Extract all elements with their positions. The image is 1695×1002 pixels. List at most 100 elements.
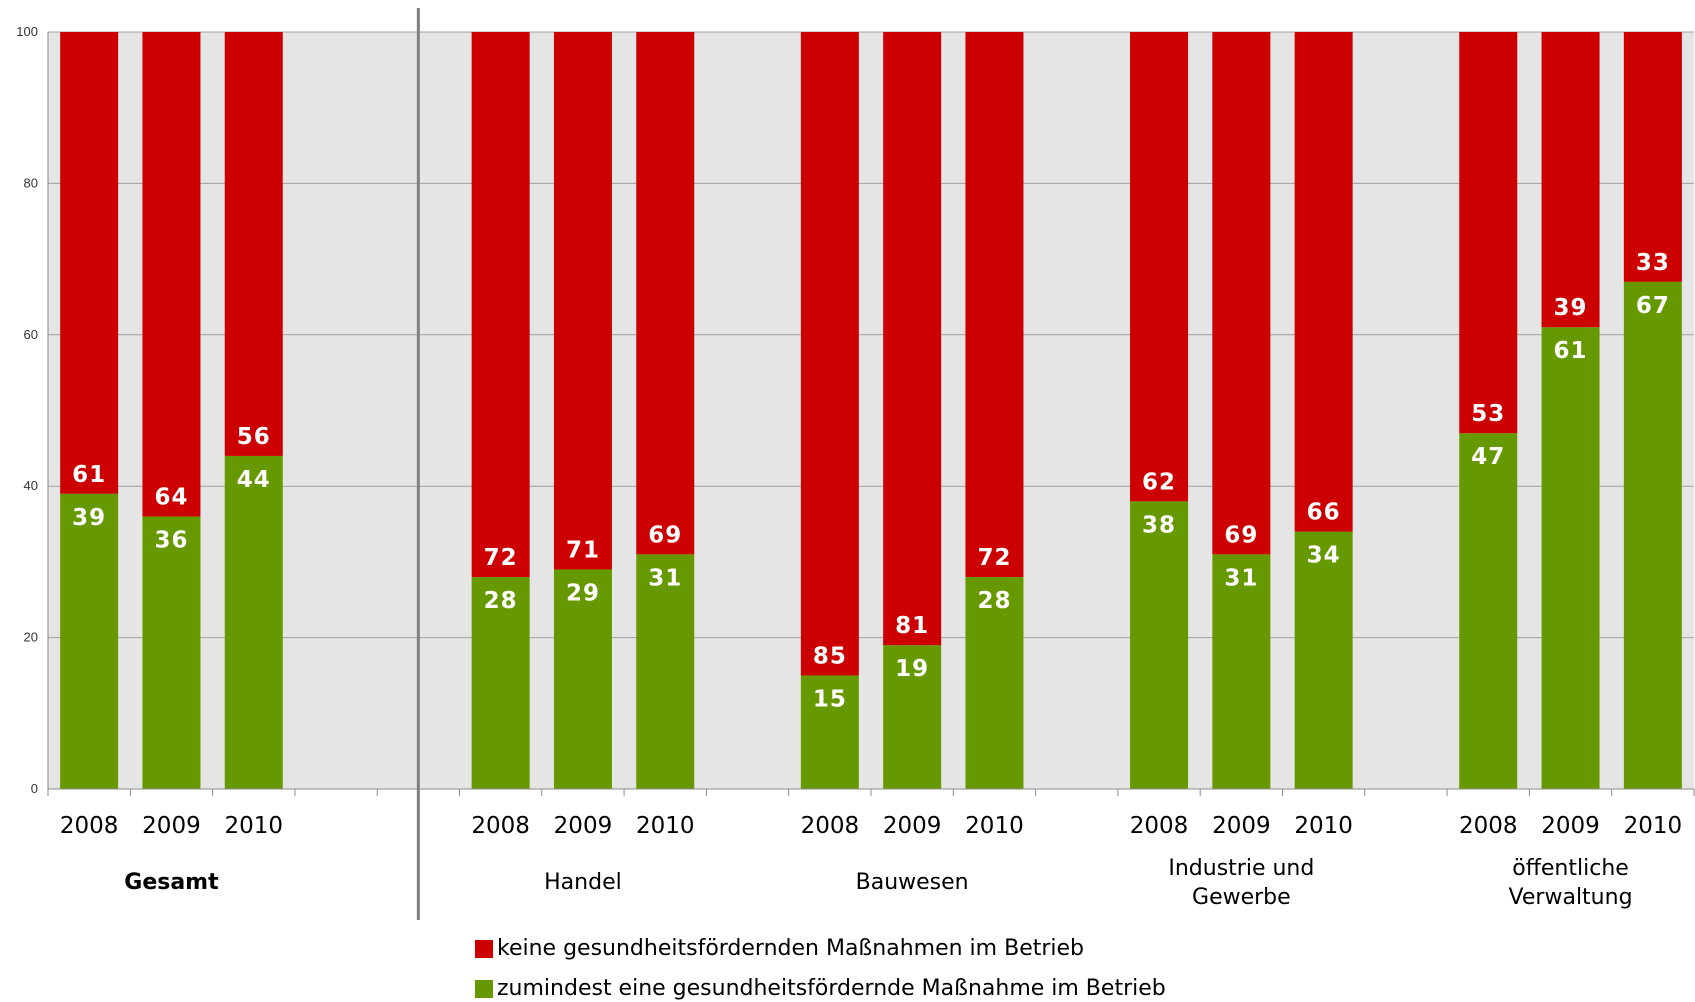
bar-segment-green [636,554,695,789]
value-label-green: 61 [1554,338,1588,364]
bar-segment-red [60,32,119,494]
x-tick-label-year: 2008 [1130,813,1189,839]
bar-segment-red [553,32,612,570]
value-label-red: 69 [1224,522,1258,548]
bar-segment-green [553,569,612,789]
value-labels: 39 61 36 64 44 56 28 72 29 71 31 69 15 85 19 81 28 72 38 62… [72,250,1670,713]
bar-segment-green [883,645,942,789]
y-tick-label: 0 [31,781,38,796]
value-label-green: 38 [1142,512,1176,538]
bar-segment-green [471,577,530,789]
x-tick-label-year: 2008 [60,813,119,839]
y-tick-label: 20 [24,630,38,645]
value-label-green: 47 [1471,444,1505,470]
value-label-red: 72 [484,545,518,571]
value-label-red: 81 [895,613,929,639]
bar-segment-green [965,577,1024,789]
x-tick-label-year: 2009 [554,813,613,839]
x-tick-label-year: 2008 [1459,813,1518,839]
value-label-green: 31 [648,565,682,591]
value-label-green: 36 [154,527,188,553]
group-label: Gesamt [124,870,219,895]
group-label: Bauwesen [856,870,969,895]
y-tick-label: 80 [24,175,38,190]
group-label: Industrie und [1168,856,1314,881]
bar-segment-red [636,32,695,555]
y-tick-label: 40 [24,478,38,493]
y-tick-label: 100 [16,24,38,39]
value-label-red: 33 [1636,250,1670,276]
value-label-green: 28 [977,588,1011,614]
value-label-green: 28 [484,588,518,614]
bar-segment-red [1294,32,1353,532]
bar-segment-green [224,455,283,789]
bar-segment-red [883,32,942,646]
x-tick-label-year: 2010 [1294,813,1353,839]
y-tick-label: 60 [24,327,38,342]
bar-segment-red [224,32,283,456]
legend-label-red: keine gesundheitsfördernden Maßnahmen im… [497,936,1085,961]
group-label: Handel [544,870,622,895]
bar-segment-red [1623,32,1682,282]
bar-segment-green [1459,433,1518,789]
bar-segment-red [471,32,530,578]
value-label-green: 15 [813,686,847,712]
value-label-red: 61 [72,462,106,488]
value-label-green: 31 [1224,565,1258,591]
bar-segment-red [1459,32,1518,434]
value-label-red: 62 [1142,469,1176,495]
x-tick-label-year: 2009 [883,813,942,839]
legend-label-green: zumindest eine gesundheitsfördernde Maßn… [497,976,1166,1001]
value-label-red: 39 [1554,295,1588,321]
axes: 0 20 40 60 80 100 2008 2009 2010 Gesamt 2008 2009 20… [16,8,1695,920]
legend-item-green: zumindest eine gesundheitsfördernde Maßn… [475,976,1166,1001]
bar-segment-green [1130,501,1189,789]
bar-segment-green [800,675,859,789]
value-label-red: 53 [1471,401,1505,427]
bar-segment-green [1623,281,1682,789]
x-tick-label-year: 2010 [1624,813,1683,839]
x-tick-label-year: 2008 [801,813,860,839]
group-label: Verwaltung [1509,885,1633,910]
value-label-red: 64 [154,484,188,510]
legend-item-red: keine gesundheitsfördernden Maßnahmen im… [475,936,1084,961]
bar-segment-red [965,32,1024,578]
value-label-red: 85 [813,643,847,669]
value-label-red: 69 [648,522,682,548]
value-label-green: 44 [237,467,271,493]
value-label-green: 67 [1636,293,1670,319]
x-tick-label-year: 2009 [1541,813,1600,839]
bars [60,32,1682,789]
bar-segment-red [1130,32,1189,502]
plot-area [48,32,1694,789]
value-label-green: 19 [895,656,929,682]
bar-segment-red [1541,32,1600,328]
bar-segment-green [1541,327,1600,789]
bar-segment-green [60,493,119,789]
legend-swatch-red [475,939,493,958]
x-tick-label-year: 2010 [965,813,1024,839]
group-label: öffentliche [1512,856,1629,881]
bar-segment-red [800,32,859,676]
value-label-green: 39 [72,505,106,531]
bar-segment-green [1212,554,1271,789]
gridlines [48,31,1694,639]
bar-segment-green [142,516,201,789]
value-label-red: 66 [1307,500,1341,526]
x-tick-label-year: 2009 [1212,813,1271,839]
x-tick-label-year: 2009 [142,813,201,839]
legend-swatch-green [475,979,493,998]
group-label: Gewerbe [1192,885,1291,910]
value-label-green: 34 [1307,543,1341,569]
value-label-red: 72 [977,545,1011,571]
x-tick-label-year: 2010 [636,813,695,839]
bar-segment-red [142,32,201,517]
x-tick-label-year: 2010 [224,813,283,839]
x-tick-label-year: 2008 [471,813,530,839]
bar-segment-red [1212,32,1271,555]
bar-segment-green [1294,531,1353,789]
value-label-green: 29 [566,580,600,606]
value-label-red: 71 [566,537,600,563]
value-label-red: 56 [237,424,271,450]
